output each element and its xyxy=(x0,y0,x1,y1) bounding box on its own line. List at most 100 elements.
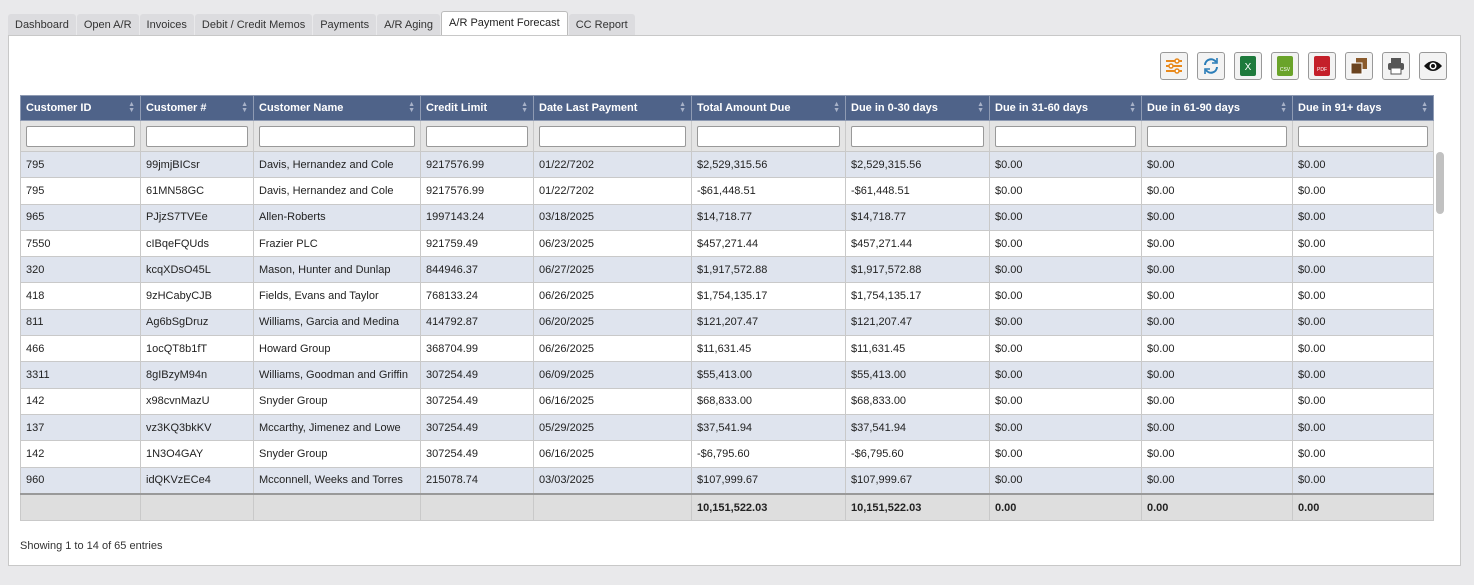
csv-button[interactable]: CSV xyxy=(1271,52,1299,80)
icon: PDF xyxy=(1314,56,1330,76)
table-cell: 01/22/7202 xyxy=(533,177,692,205)
column-header[interactable]: Due in 91+ days ▲ ▼ xyxy=(1292,95,1434,121)
table-row[interactable]: 960 idQKVzECe4 Mcconnell, Weeks and Torres… xyxy=(20,466,1434,495)
table-cell: 844946.37 xyxy=(420,256,534,284)
table-cell: $2,529,315.56 xyxy=(845,150,990,179)
table-cell: 307254.49 xyxy=(420,440,534,468)
tab[interactable]: CC Report xyxy=(568,14,635,36)
filter-row xyxy=(20,120,1434,152)
table-cell: -$61,448.51 xyxy=(691,177,846,205)
toolbar: X CSV PDF xyxy=(1160,52,1447,80)
tab[interactable]: Dashboard xyxy=(8,14,76,36)
column-header-label: Credit Limit xyxy=(426,102,488,114)
filter-cell xyxy=(1141,120,1293,152)
column-filter[interactable] xyxy=(146,125,248,147)
table-row[interactable]: 466 1ocQT8b1fT Howard Group 368704.99 06/26/… xyxy=(20,335,1434,363)
table-cell: 768133.24 xyxy=(420,282,534,310)
table-row[interactable]: 142 x98cvnMazU Snyder Group 307254.49 06/16/… xyxy=(20,387,1434,415)
column-filter[interactable] xyxy=(1147,125,1287,147)
table-cell: $11,631.45 xyxy=(691,335,846,363)
copy-button[interactable] xyxy=(1345,52,1373,80)
scrollbar[interactable] xyxy=(1435,152,1445,492)
column-header[interactable]: Credit Limit ▲ ▼ xyxy=(420,95,534,121)
table-cell: $457,271.44 xyxy=(691,229,846,258)
column-header[interactable]: Due in 31-60 days ▲ ▼ xyxy=(989,95,1142,121)
table-row[interactable]: 795 61MN58GC Davis, Hernandez and Cole 9217… xyxy=(20,177,1434,205)
table-cell: 06/20/2025 xyxy=(533,308,692,337)
column-header[interactable]: Due in 0-30 days ▲ ▼ xyxy=(845,95,990,121)
pdf-button[interactable]: PDF xyxy=(1308,52,1336,80)
sort-indicator: ▲ ▼ xyxy=(1280,101,1287,114)
column-filter[interactable] xyxy=(426,125,528,147)
visibility-button[interactable] xyxy=(1419,52,1447,80)
column-filter[interactable] xyxy=(26,125,135,147)
icon xyxy=(1204,58,1218,74)
table-cell: $14,718.77 xyxy=(691,203,846,231)
settings-button[interactable] xyxy=(1160,52,1188,80)
table-row[interactable]: 320 kcqXDsO45L Mason, Hunter and Dunlap 844… xyxy=(20,256,1434,284)
table-row[interactable]: 418 9zHCabyCJB Fields, Evans and Taylor 768… xyxy=(20,282,1434,310)
table-cell: $0.00 xyxy=(989,440,1142,468)
table-body: 795 99jmjBICsr Davis, Hernandez and Cole 92… xyxy=(20,150,1434,522)
print-button[interactable] xyxy=(1382,52,1410,80)
column-header-label: Due in 61-90 days xyxy=(1147,102,1240,114)
column-header[interactable]: Date Last Payment ▲ ▼ xyxy=(533,95,692,121)
column-filter[interactable] xyxy=(851,125,984,147)
tab[interactable]: Invoices xyxy=(139,14,194,36)
tab[interactable]: A/R Aging xyxy=(377,14,441,36)
table-cell: $107,999.67 xyxy=(691,466,846,495)
table-cell: $37,541.94 xyxy=(691,413,846,442)
table-cell: vz3KQ3bkKV xyxy=(140,413,254,442)
column-header-label: Customer ID xyxy=(26,102,92,114)
tab[interactable]: Payments xyxy=(313,14,377,36)
table-row[interactable]: 795 99jmjBICsr Davis, Hernandez and Cole 92… xyxy=(20,150,1434,179)
refresh-button[interactable] xyxy=(1197,52,1225,80)
column-filter[interactable] xyxy=(697,125,840,147)
column-filter[interactable] xyxy=(995,125,1136,147)
table-row[interactable]: 811 Ag6bSgDruz Williams, Garcia and Medina… xyxy=(20,308,1434,337)
table-cell: $0.00 xyxy=(1292,229,1434,258)
table-cell: $0.00 xyxy=(1141,440,1293,468)
icon-label: PDF xyxy=(1317,67,1327,73)
table-cell: $0.00 xyxy=(1141,256,1293,284)
table-cell: Mason, Hunter and Dunlap xyxy=(253,256,421,284)
table-cell: 06/23/2025 xyxy=(533,229,692,258)
table-cell: 368704.99 xyxy=(420,335,534,363)
column-filter[interactable] xyxy=(259,125,415,147)
table-row[interactable]: 3311 8gIBzyM94n Williams, Goodman and Grif… xyxy=(20,361,1434,389)
table-cell: 307254.49 xyxy=(420,413,534,442)
table-cell: 921759.49 xyxy=(420,229,534,258)
scrollbar-thumb[interactable] xyxy=(1436,152,1444,214)
column-filter[interactable] xyxy=(539,125,686,147)
table-cell: 1997143.24 xyxy=(420,203,534,231)
table-row[interactable]: 965 PJjzS7TVEe Allen-Roberts 1997143.24 03/1… xyxy=(20,203,1434,231)
column-header[interactable]: Customer ID ▲ ▼ xyxy=(20,95,141,121)
table-row[interactable]: 137 vz3KQ3bkKV Mccarthy, Jimenez and Lowe 3… xyxy=(20,413,1434,442)
column-header-label: Due in 31-60 days xyxy=(995,102,1088,114)
table-cell: $0.00 xyxy=(1141,413,1293,442)
table-cell: $0.00 xyxy=(989,150,1142,179)
table-cell: $0.00 xyxy=(989,308,1142,337)
table-row[interactable]: 142 1N3O4GAY Snyder Group 307254.49 06/16/20… xyxy=(20,440,1434,468)
table-cell: 795 xyxy=(20,177,141,205)
tab[interactable]: A/R Payment Forecast xyxy=(441,11,568,36)
table-cell: $0.00 xyxy=(989,203,1142,231)
tab[interactable]: Debit / Credit Memos xyxy=(194,14,313,36)
excel-button[interactable]: X xyxy=(1234,52,1262,80)
table-row[interactable]: 7550 cIBqeFQUds Frazier PLC 921759.49 06/23/… xyxy=(20,229,1434,258)
icon: CSV xyxy=(1277,56,1293,76)
column-header[interactable]: Customer Name ▲ ▼ xyxy=(253,95,421,121)
table-cell: $0.00 xyxy=(989,413,1142,442)
table-cell: $0.00 xyxy=(1292,361,1434,389)
table-cell: $0.00 xyxy=(1292,387,1434,415)
column-filter[interactable] xyxy=(1298,125,1428,147)
filter-cell xyxy=(1292,120,1434,152)
tab[interactable]: Open A/R xyxy=(76,14,139,36)
table-cell: 7550 xyxy=(20,229,141,258)
column-header[interactable]: Due in 61-90 days ▲ ▼ xyxy=(1141,95,1293,121)
column-header-label: Date Last Payment xyxy=(539,102,638,114)
column-header[interactable]: Customer # ▲ ▼ xyxy=(140,95,254,121)
table-cell: $11,631.45 xyxy=(845,335,990,363)
column-header[interactable]: Total Amount Due ▲ ▼ xyxy=(691,95,846,121)
table-cell: Snyder Group xyxy=(253,440,421,468)
